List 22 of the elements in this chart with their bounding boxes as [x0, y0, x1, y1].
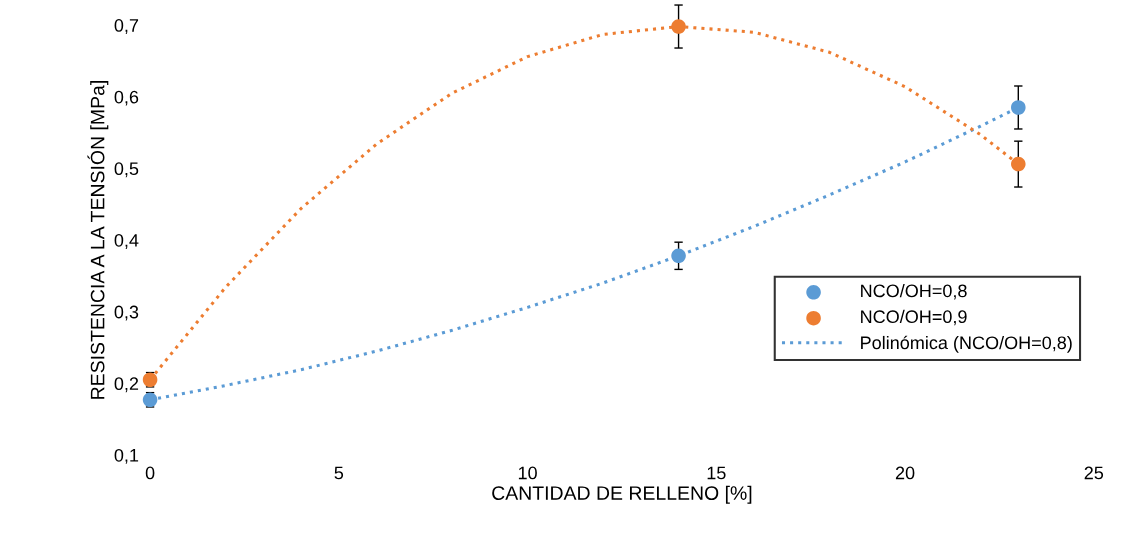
- y-tick-label: 0,4: [114, 233, 139, 249]
- point: [671, 248, 686, 264]
- legend-label: NCO/OH=0,8: [861, 283, 967, 300]
- legend-label: Polinómica (NCO/OH=0,8): [861, 335, 1072, 353]
- y-tick-label: 0,1: [114, 448, 139, 464]
- x-axis-title: CANTIDAD DE RELLENO [%]: [492, 485, 752, 504]
- x-tick-label: 25: [1084, 466, 1104, 480]
- point: [1011, 156, 1026, 172]
- x-tick-label: 10: [518, 466, 537, 480]
- point: [671, 19, 686, 34]
- x-tick-label: 15: [707, 466, 726, 480]
- y-tick-label: 0,3: [114, 305, 139, 321]
- point: [1011, 100, 1026, 115]
- legend-label: NCO/OH=0,9: [861, 309, 967, 326]
- x-tick-label: 20: [895, 466, 915, 480]
- x-tick-label: 5: [334, 466, 344, 480]
- y-tick-label: 0,7: [114, 19, 139, 34]
- y-tick-label: 0,6: [114, 90, 139, 106]
- y-tick-label: 0,2: [114, 377, 139, 393]
- y-axis-title: RESISTENCIA A LA TENSIÓN [MPa]: [87, 81, 109, 399]
- x-tick-label: 0: [145, 466, 155, 480]
- y-tick-label: 0,5: [114, 162, 139, 178]
